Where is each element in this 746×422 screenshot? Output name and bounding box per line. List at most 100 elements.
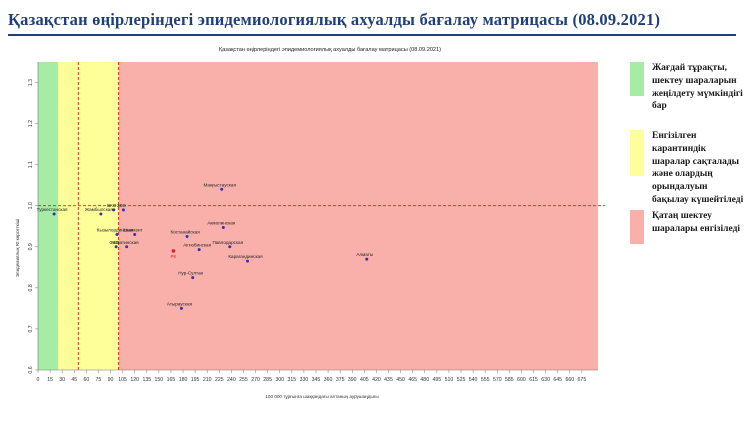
data-point bbox=[121, 208, 125, 212]
y-tick-label: 0.8 bbox=[28, 284, 34, 291]
data-point-label: СКО bbox=[109, 240, 119, 245]
axes-layer: 0 15 30 45 60 75 90 105 120 135 150 165 180 195 210 225… bbox=[28, 62, 598, 383]
legend-text-strict: Қатаң шектеу шаралары енгізіледі bbox=[652, 211, 741, 234]
data-point bbox=[171, 249, 176, 253]
x-tick-label: 195 bbox=[191, 377, 200, 383]
x-tick-label: 510 bbox=[445, 377, 454, 383]
x-tick-label: 15 bbox=[47, 377, 53, 383]
data-point bbox=[221, 225, 225, 229]
x-tick-label: 240 bbox=[227, 377, 236, 383]
data-point bbox=[220, 187, 224, 191]
x-tick-label: 555 bbox=[481, 377, 490, 383]
data-point bbox=[99, 212, 103, 216]
page-title: Қазақстан өңірлеріндегі эпидемиологиялық… bbox=[8, 10, 661, 29]
data-point bbox=[125, 245, 129, 249]
x-tick-label: 660 bbox=[565, 377, 574, 383]
x-tick-label: 465 bbox=[408, 377, 417, 383]
y-tick-label: 1.2 bbox=[28, 120, 34, 127]
scatter-chart: Қазақстан өңірлеріндегі эпидемиологиялық… bbox=[15, 47, 605, 399]
x-tick-label: 600 bbox=[517, 377, 526, 383]
points-layer: Маңғыстауская ВКО ЗКО Туркестанская Жамбылск… bbox=[37, 182, 373, 310]
data-point bbox=[191, 276, 195, 280]
data-point bbox=[115, 232, 119, 236]
zone-2 bbox=[118, 62, 599, 370]
x-tick-label: 405 bbox=[360, 377, 369, 383]
x-tick-label: 375 bbox=[336, 377, 345, 383]
data-point-label: Маңғыстауская bbox=[203, 182, 236, 187]
x-tick-label: 480 bbox=[420, 377, 429, 383]
x-tick-label: 390 bbox=[348, 377, 357, 383]
x-axis-label: 100 000 тұрғынға шаққандағы аптаның ауру… bbox=[265, 394, 378, 399]
x-tick-label: 105 bbox=[118, 377, 127, 383]
data-point-label: Атырауская bbox=[167, 301, 193, 306]
x-tick-label: 645 bbox=[553, 377, 562, 383]
data-point-label: ЗКО bbox=[117, 203, 126, 208]
x-tick-label: 120 bbox=[130, 377, 139, 383]
x-tick-label: 435 bbox=[384, 377, 393, 383]
x-tick-label: 675 bbox=[578, 377, 587, 383]
data-point bbox=[114, 245, 118, 249]
data-point-label: Акмолинская bbox=[207, 220, 235, 225]
data-point bbox=[179, 306, 183, 310]
data-point bbox=[185, 235, 189, 239]
data-point bbox=[245, 259, 249, 263]
x-tick-label: 0 bbox=[37, 377, 40, 383]
data-point-label: Алматы bbox=[356, 252, 373, 257]
legend-text-maintain: Енгізілген карантиндік шаралар сақталады… bbox=[652, 131, 744, 205]
x-tick-label: 75 bbox=[96, 377, 102, 383]
x-tick-label: 255 bbox=[239, 377, 248, 383]
legend-text-stable: Жағдай тұрақты, шектеу шараларын жеңілде… bbox=[652, 63, 743, 112]
x-tick-label: 585 bbox=[505, 377, 514, 383]
x-tick-label: 300 bbox=[275, 377, 284, 383]
y-tick-label: 0.6 bbox=[28, 366, 34, 373]
zone-1 bbox=[78, 62, 119, 370]
data-point-label: ВКО bbox=[107, 203, 117, 208]
data-point bbox=[133, 232, 137, 236]
x-tick-label: 420 bbox=[372, 377, 381, 383]
data-point bbox=[197, 248, 201, 252]
x-tick-label: 270 bbox=[251, 377, 260, 383]
data-point-label: Шымкент bbox=[123, 227, 144, 232]
data-point-label: Павлодарская bbox=[212, 240, 243, 245]
chart-container: Қазақстан өңірлеріндегі эпидемиологиялық… bbox=[0, 38, 746, 417]
x-tick-label: 360 bbox=[324, 377, 333, 383]
reference-lines-layer bbox=[38, 62, 605, 370]
zones-layer bbox=[38, 62, 599, 370]
x-tick-label: 150 bbox=[155, 377, 164, 383]
y-axis-label: Эпидемиялық Rt көрсеткіші bbox=[15, 219, 20, 278]
zone-band bbox=[58, 62, 79, 370]
data-point-label: Кызылординская bbox=[97, 227, 134, 232]
x-tick-label: 30 bbox=[59, 377, 65, 383]
x-tick-label: 450 bbox=[396, 377, 405, 383]
chart-title: Қазақстан өңірлеріндегі эпидемиологиялық… bbox=[219, 47, 441, 53]
data-point bbox=[52, 212, 56, 216]
y-tick-label: 1.1 bbox=[28, 161, 34, 168]
x-tick-label: 525 bbox=[457, 377, 466, 383]
legend-swatch-yellow bbox=[630, 130, 644, 176]
x-tick-label: 210 bbox=[203, 377, 212, 383]
data-point-label: Нур-Султан bbox=[178, 271, 203, 276]
y-tick-label: 1.0 bbox=[28, 202, 34, 209]
data-point-label: Жамбылская bbox=[85, 207, 114, 212]
y-tick-label: 0.7 bbox=[28, 325, 34, 332]
x-tick-label: 630 bbox=[541, 377, 550, 383]
x-tick-label: 45 bbox=[71, 377, 77, 383]
x-tick-label: 180 bbox=[179, 377, 188, 383]
x-tick-label: 315 bbox=[287, 377, 296, 383]
x-tick-label: 285 bbox=[263, 377, 272, 383]
x-tick-label: 135 bbox=[142, 377, 151, 383]
y-tick-label: 0.9 bbox=[28, 243, 34, 250]
legend-swatch-green bbox=[630, 62, 644, 96]
data-point bbox=[365, 257, 369, 261]
x-tick-label: 615 bbox=[529, 377, 538, 383]
data-point-label: Актюбинская bbox=[183, 243, 211, 248]
x-tick-label: 570 bbox=[493, 377, 502, 383]
data-point-label: Карагандинская bbox=[228, 254, 263, 259]
x-tick-label: 60 bbox=[83, 377, 89, 383]
data-point-label: РК bbox=[170, 254, 176, 259]
x-tick-label: 90 bbox=[108, 377, 114, 383]
x-tick-label: 540 bbox=[469, 377, 478, 383]
x-tick-label: 330 bbox=[300, 377, 309, 383]
legend-swatch-red bbox=[630, 210, 644, 244]
x-tick-label: 495 bbox=[433, 377, 442, 383]
